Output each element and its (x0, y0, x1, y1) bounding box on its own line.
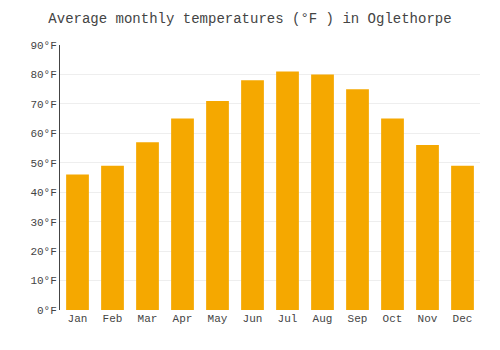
svg-text:Nov: Nov (418, 313, 438, 325)
svg-text:60°F: 60°F (30, 128, 56, 140)
svg-text:Aug: Aug (313, 313, 333, 325)
svg-text:80°F: 80°F (30, 69, 56, 81)
svg-text:Jun: Jun (243, 313, 263, 325)
svg-text:30°F: 30°F (30, 217, 56, 229)
svg-text:10°F: 10°F (30, 275, 56, 287)
svg-text:Mar: Mar (138, 313, 158, 325)
svg-text:0°F: 0°F (37, 305, 57, 317)
svg-text:20°F: 20°F (30, 246, 56, 258)
svg-text:Dec: Dec (453, 313, 473, 325)
svg-text:Jul: Jul (278, 313, 298, 325)
svg-text:May: May (208, 313, 228, 325)
svg-text:70°F: 70°F (30, 99, 56, 111)
svg-text:Apr: Apr (173, 313, 193, 325)
svg-text:Feb: Feb (103, 313, 123, 325)
svg-text:Oct: Oct (383, 313, 403, 325)
svg-text:Sep: Sep (348, 313, 368, 325)
svg-text:Jan: Jan (68, 313, 88, 325)
svg-text:Average monthly temperatures (: Average monthly temperatures (°F ) in Og… (48, 11, 451, 27)
svg-text:40°F: 40°F (30, 187, 56, 199)
svg-text:90°F: 90°F (30, 40, 56, 52)
svg-text:50°F: 50°F (30, 158, 56, 170)
